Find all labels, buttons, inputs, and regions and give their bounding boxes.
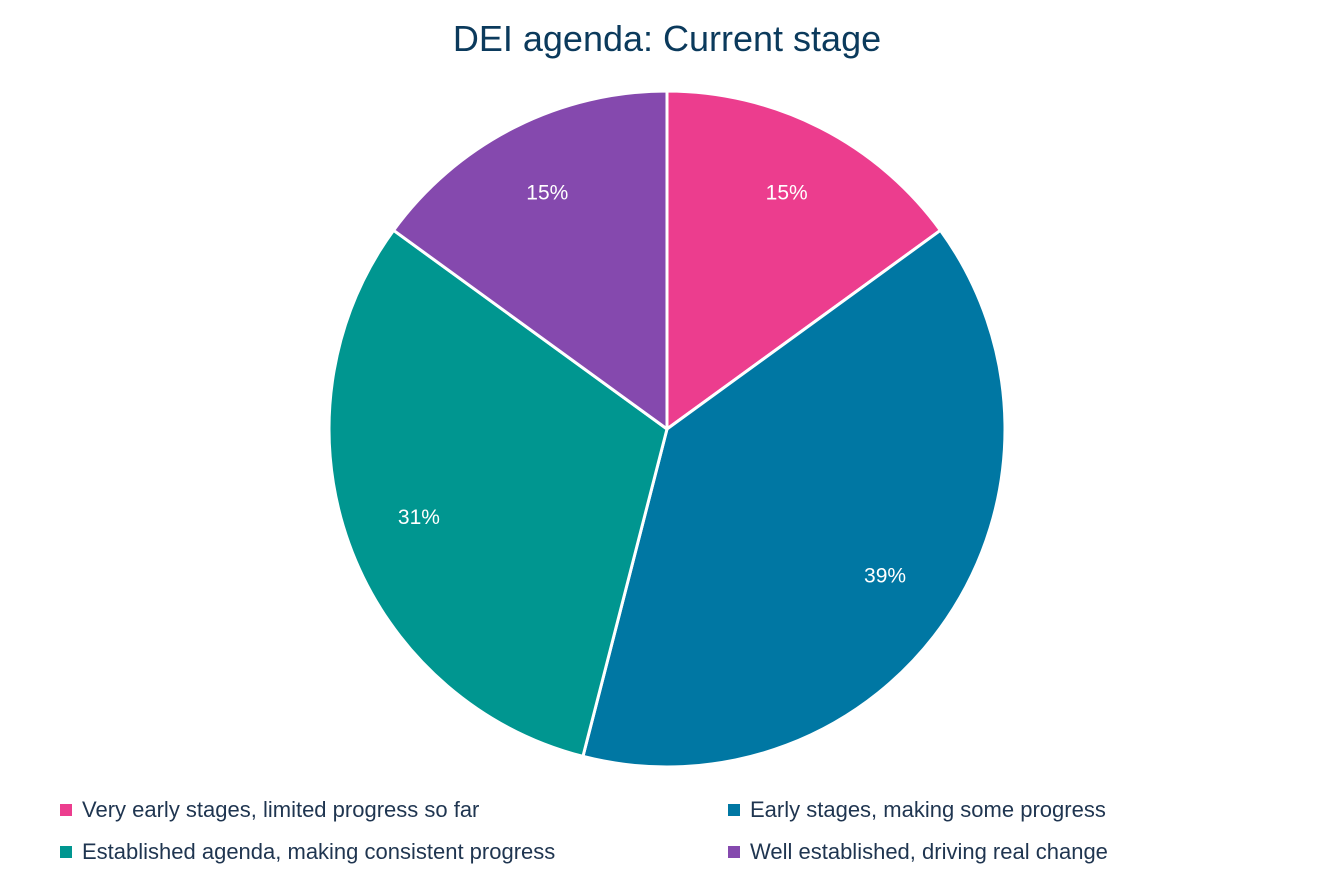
slice-label-early: 39% bbox=[864, 565, 906, 588]
legend-label-established: Established agenda, making consistent pr… bbox=[82, 839, 556, 864]
chart-title: DEI agenda: Current stage bbox=[452, 18, 882, 59]
pie-slice-established bbox=[327, 228, 669, 758]
legend-swatch-very-early bbox=[60, 804, 72, 816]
legend-label-well-established: Well established, driving real change bbox=[750, 839, 1108, 864]
legend-label-early: Early stages, making some progress bbox=[750, 797, 1106, 822]
legend-item-early: Early stages, making some progress bbox=[728, 795, 1288, 825]
legend-item-established: Established agenda, making consistent pr… bbox=[60, 837, 728, 867]
pie-slice-well-established bbox=[392, 89, 669, 431]
legend-item-well-established: Well established, driving real change bbox=[728, 837, 1288, 867]
legend: Very early stages, limited progress so f… bbox=[60, 795, 1300, 867]
slice-label-well-established: 15% bbox=[526, 182, 568, 205]
pie-slice-very-early bbox=[665, 89, 942, 431]
pie-slice-early bbox=[581, 228, 1007, 769]
legend-label-very-early: Very early stages, limited progress so f… bbox=[82, 797, 480, 822]
legend-swatch-early bbox=[728, 804, 740, 816]
legend-item-very-early: Very early stages, limited progress so f… bbox=[60, 795, 728, 825]
slice-label-established: 31% bbox=[398, 506, 440, 529]
legend-swatch-established bbox=[60, 846, 72, 858]
slice-label-very-early: 15% bbox=[766, 182, 808, 205]
legend-swatch-well-established bbox=[728, 846, 740, 858]
